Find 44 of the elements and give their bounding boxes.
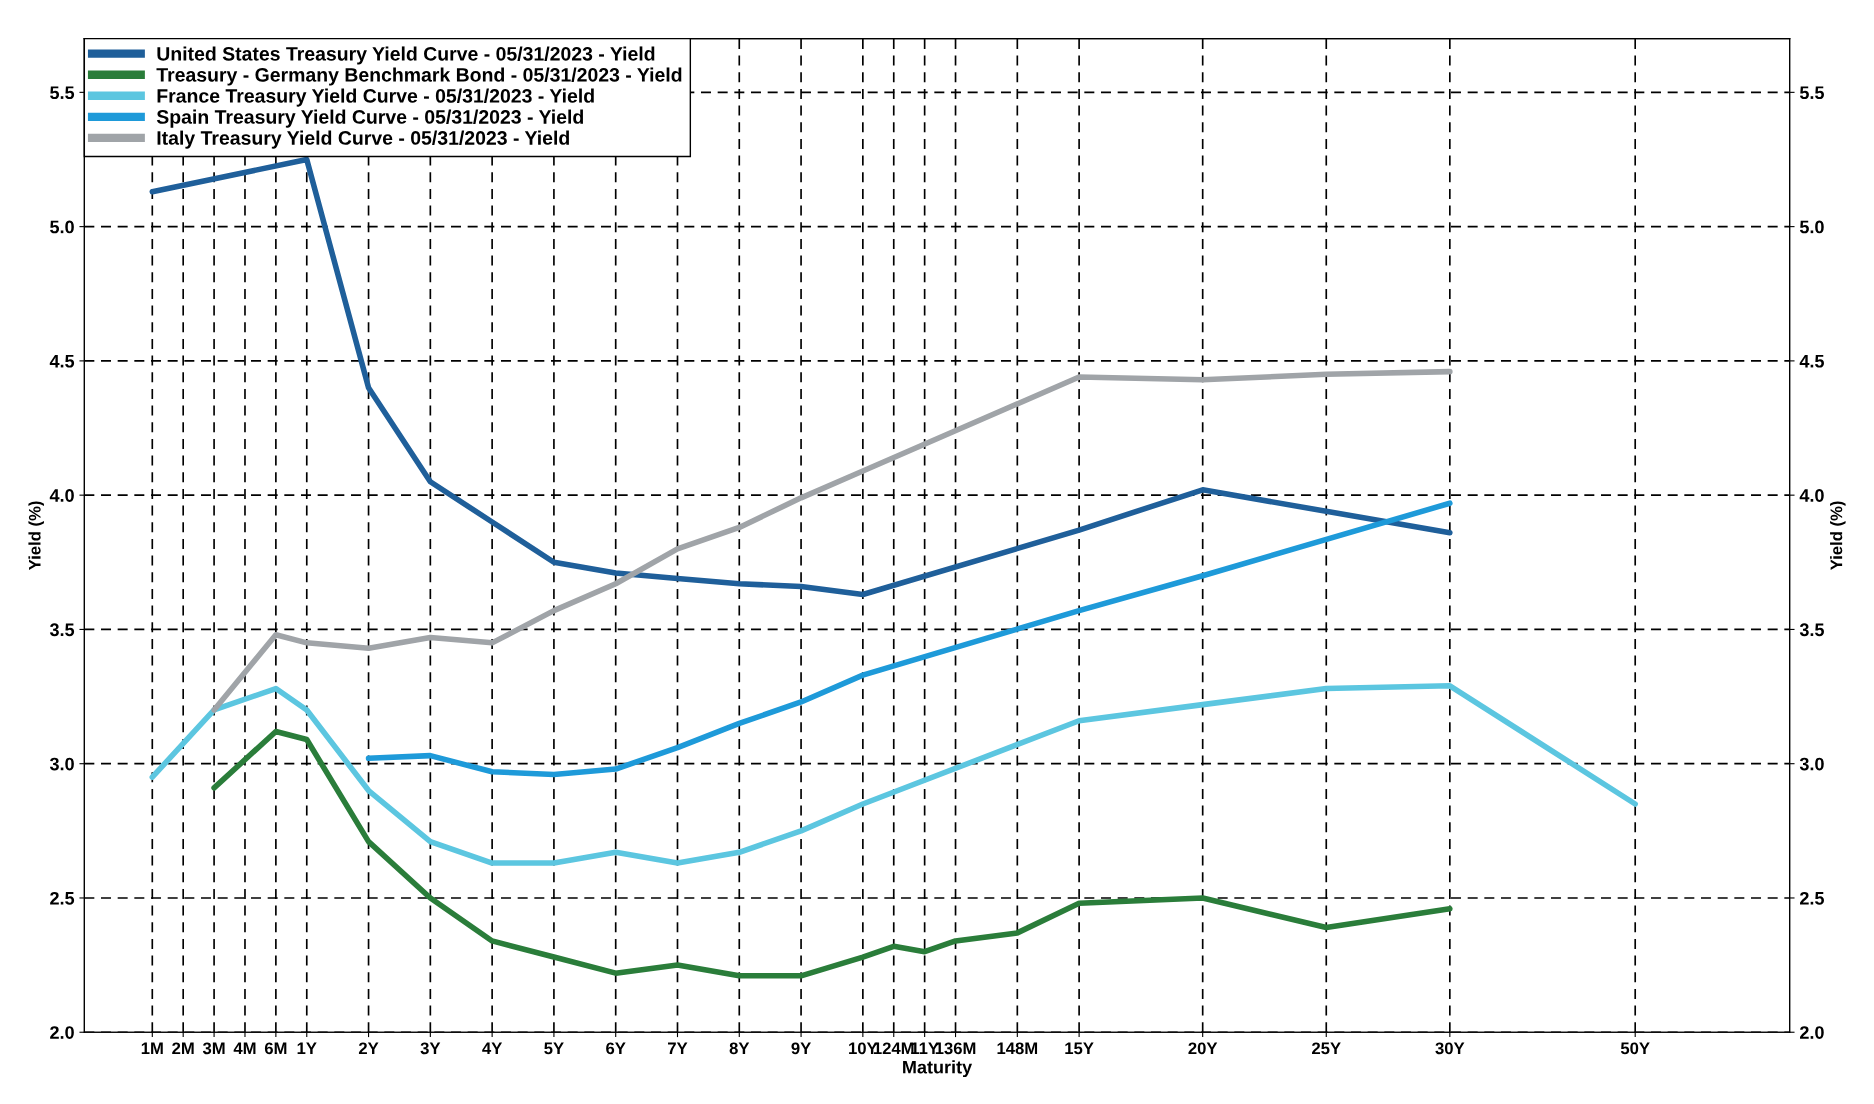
y2-tick-label: 5.0 [1799, 220, 1824, 234]
x-tick-label: 7Y [668, 1042, 688, 1055]
y2-tick-label: 3.5 [1799, 623, 1824, 637]
y2-axis-title: Yield (%) [1830, 501, 1846, 571]
x-tick-label: 30Y [1435, 1042, 1465, 1055]
x-tick-label: 6Y [606, 1042, 626, 1055]
y-axis-title: Yield (%) [28, 501, 44, 571]
y2-tick-label: 3.0 [1799, 757, 1824, 771]
x-tick-label: 25Y [1312, 1042, 1341, 1055]
y2-tick-label: 4.5 [1799, 355, 1824, 368]
x-tick-label: 1M [141, 1042, 163, 1055]
x-tick-label: 5Y [544, 1042, 564, 1055]
x-tick-label: 4M [233, 1042, 256, 1055]
y-tick-label: 2.0 [50, 1026, 74, 1039]
x-tick-label: 6M [264, 1042, 287, 1055]
x-tick-label: 2M [172, 1042, 194, 1055]
x-axis-title: Maturity [903, 1060, 973, 1078]
x-tick-label: 20Y [1188, 1042, 1218, 1055]
y-tick-label: 5.0 [50, 220, 74, 234]
y-tick-label: 2.5 [50, 891, 75, 905]
y2-tick-label: 4.0 [1799, 489, 1824, 502]
x-tick-label: 3Y [420, 1042, 441, 1055]
y2-tick-label: 5.5 [1799, 86, 1824, 100]
x-tick-label: 4Y [482, 1042, 503, 1055]
y-tick-label: 5.5 [50, 86, 75, 100]
legend-label: Treasury - Germany Benchmark Bond - 05/31/2023 - Yield [156, 67, 682, 86]
y-tick-label: 4.5 [49, 355, 75, 368]
x-tick-label: 8Y [729, 1042, 750, 1055]
legend-label: United States Treasury Yield Curve - 05/31/2023 - Yield [157, 46, 655, 65]
legend-label: Spain Treasury Yield Curve - 05/31/2023 - Yield [156, 109, 583, 128]
legend-label: Italy Treasury Yield Curve - 05/31/2023 - Yield [157, 130, 569, 149]
y2-tick-label: 2.5 [1800, 891, 1824, 905]
x-tick-label: 148M [997, 1042, 1038, 1055]
x-tick-label: 2Y [358, 1042, 379, 1055]
x-tick-label: 3M [202, 1042, 225, 1055]
x-tick-label: 15Y [1065, 1042, 1094, 1055]
x-tick-label: 9Y [791, 1042, 811, 1055]
y2-tick-label: 2.0 [1800, 1026, 1824, 1039]
x-tick-label: 1Y [297, 1042, 317, 1055]
y-tick-label: 4.0 [49, 489, 74, 502]
y-tick-label: 3.5 [49, 623, 75, 637]
x-tick-label: 50Y [1620, 1042, 1650, 1055]
legend-label: France Treasury Yield Curve - 05/31/2023 - Yield [157, 88, 594, 107]
y-tick-label: 3.0 [49, 757, 74, 771]
